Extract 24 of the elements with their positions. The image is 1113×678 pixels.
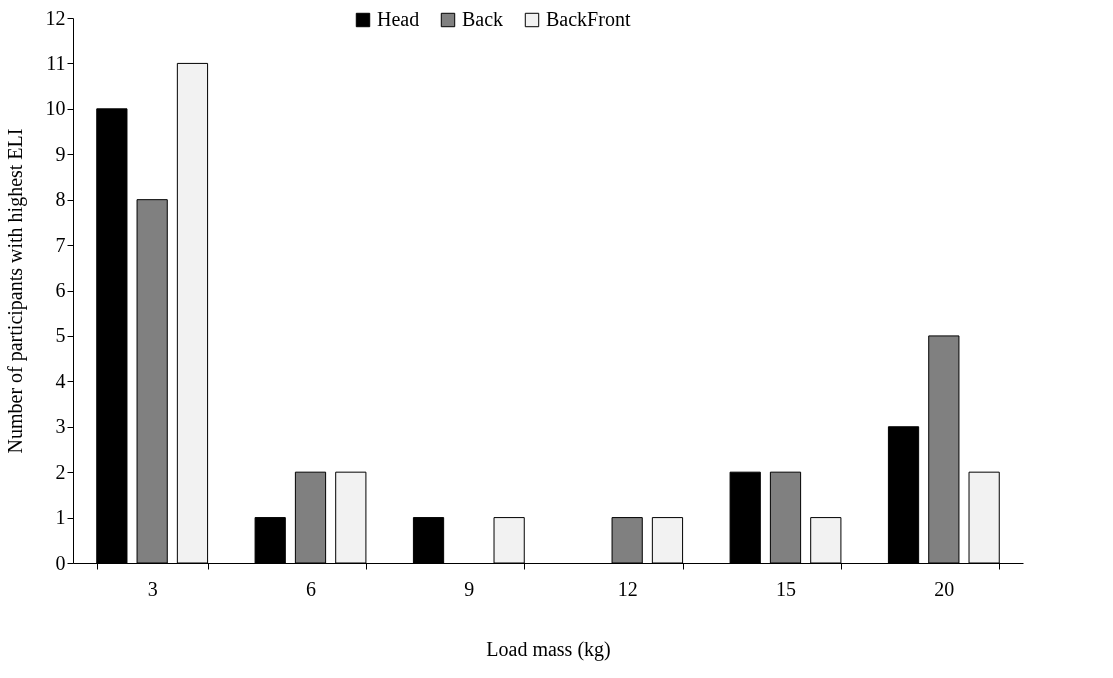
x-axis-title: Load mass (kg): [486, 637, 611, 661]
legend-label: BackFront: [546, 8, 631, 30]
x-tick-label: 3: [147, 577, 158, 600]
y-tick-label: 1: [55, 506, 66, 529]
x-tick-label: 12: [617, 577, 638, 600]
x-tick-label: 6: [306, 577, 316, 600]
y-tick-label: 4: [55, 369, 66, 392]
y-tick-label: 7: [55, 233, 66, 256]
y-tick-label: 12: [45, 6, 66, 29]
y-tick-label: 11: [46, 51, 66, 74]
y-tick-label: 10: [45, 97, 66, 120]
y-tick-label: 2: [55, 460, 66, 483]
y-axis-title: Number of participants with highest ELI: [3, 128, 27, 454]
x-tick-label: 15: [776, 577, 796, 600]
x-tick-label: 20: [934, 577, 955, 600]
x-tick-label: 9: [464, 577, 475, 600]
y-tick-label: 9: [55, 142, 66, 165]
legend-label: Head: [377, 8, 420, 30]
legend-label: Back: [462, 8, 504, 30]
y-tick-label: 6: [55, 279, 66, 301]
y-tick-label: 0: [55, 551, 66, 574]
y-tick-label: 8: [55, 188, 66, 211]
y-tick-label: 3: [55, 415, 66, 438]
y-tick-label: 5: [55, 324, 66, 347]
